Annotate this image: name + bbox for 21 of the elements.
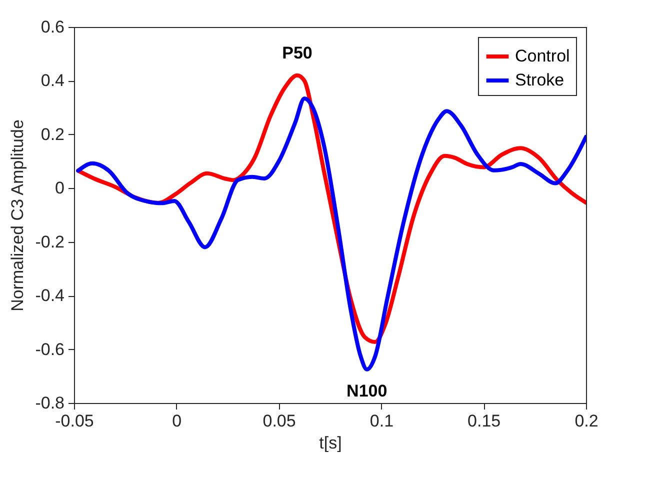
x-tick-label: 0.05: [262, 412, 296, 430]
y-tick-label: -0.8: [35, 394, 64, 412]
x-tick-label: 0.2: [574, 412, 598, 430]
y-tick-label: 0: [55, 178, 64, 198]
y-axis-title: Normalized C3 Amplitude: [8, 120, 28, 312]
y-tick-label: -0.2: [35, 232, 64, 252]
x-tick-label: 0: [172, 412, 182, 430]
annotation: N100: [346, 381, 388, 400]
x-axis-title: t[s]: [319, 434, 342, 452]
y-tick-label: -0.6: [35, 340, 64, 359]
y-tick-label: 0.4: [40, 71, 64, 90]
line-series: [76, 96, 586, 372]
legend-label: Stroke: [515, 70, 564, 90]
x-tick-label: -0.05: [55, 412, 94, 430]
x-tick-label: 0.15: [468, 412, 501, 430]
legend-label: Control: [515, 46, 570, 66]
y-tick-label: -0.4: [35, 286, 64, 306]
annotation: P50: [282, 43, 312, 62]
y-tick-label: 0.2: [40, 124, 64, 144]
x-tick-label: 0.1: [370, 412, 394, 430]
y-tick-label: 0.6: [40, 18, 64, 36]
